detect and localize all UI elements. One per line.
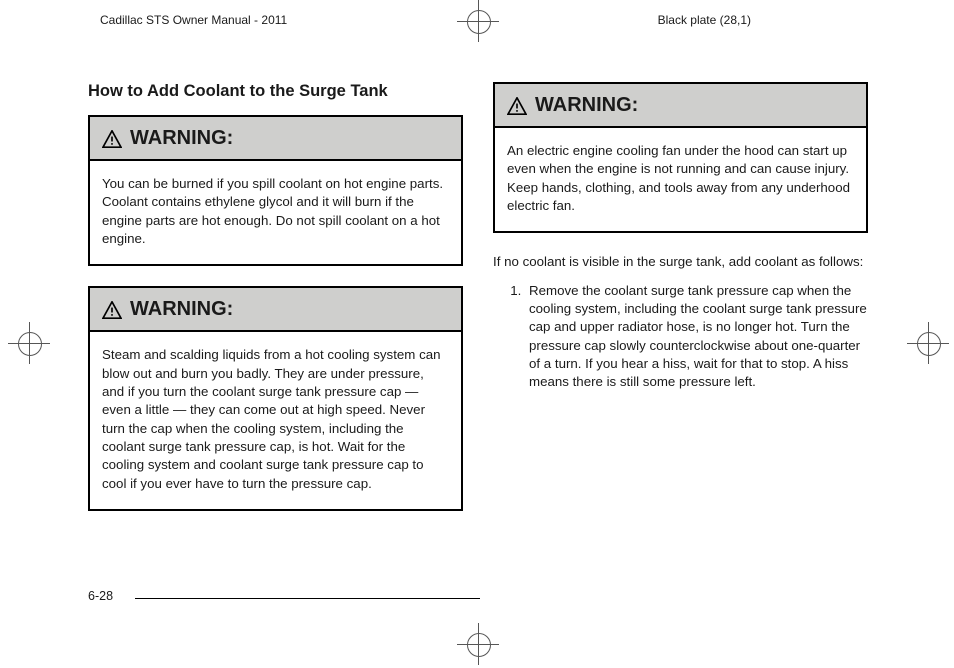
- left-column: How to Add Coolant to the Surge Tank WAR…: [88, 82, 463, 531]
- page-content: How to Add Coolant to the Surge Tank WAR…: [88, 82, 868, 531]
- plate-note: Black plate (28,1): [658, 13, 751, 27]
- page-number: 6-28: [88, 589, 113, 603]
- manual-title: Cadillac STS Owner Manual - 2011: [100, 13, 287, 27]
- warning-body: Steam and scalding liquids from a hot co…: [90, 332, 461, 509]
- warning-body: You can be burned if you spill coolant o…: [90, 161, 461, 264]
- intro-paragraph: If no coolant is visible in the surge ta…: [493, 253, 868, 271]
- crop-mark-line: [478, 623, 479, 665]
- right-column: WARNING: An electric engine cooling fan …: [493, 82, 868, 531]
- warning-header: WARNING:: [495, 84, 866, 128]
- crop-mark-line: [928, 322, 929, 364]
- warning-triangle-icon: [102, 130, 122, 148]
- crop-mark-line: [8, 343, 50, 344]
- crop-mark-left-icon: [18, 332, 42, 356]
- warning-triangle-icon: [102, 301, 122, 319]
- warning-label: WARNING:: [130, 127, 233, 150]
- section-title: How to Add Coolant to the Surge Tank: [88, 82, 463, 101]
- warning-box-3: WARNING: An electric engine cooling fan …: [493, 82, 868, 233]
- warning-header: WARNING:: [90, 288, 461, 332]
- crop-mark-bottom-icon: [467, 633, 491, 657]
- crop-mark-line: [907, 343, 949, 344]
- warning-box-2: WARNING: Steam and scalding liquids from…: [88, 286, 463, 511]
- print-header: Cadillac STS Owner Manual - 2011 Black p…: [0, 13, 954, 27]
- crop-mark-right-icon: [917, 332, 941, 356]
- list-item: Remove the coolant surge tank pressure c…: [525, 282, 868, 392]
- warning-label: WARNING:: [535, 94, 638, 117]
- crop-mark-line: [457, 644, 499, 645]
- procedure-list: Remove the coolant surge tank pressure c…: [493, 282, 868, 392]
- warning-body: An electric engine cooling fan under the…: [495, 128, 866, 231]
- warning-header: WARNING:: [90, 117, 461, 161]
- footer-rule: [135, 598, 480, 599]
- crop-mark-line: [29, 322, 30, 364]
- warning-triangle-icon: [507, 97, 527, 115]
- warning-label: WARNING:: [130, 298, 233, 321]
- warning-box-1: WARNING: You can be burned if you spill …: [88, 115, 463, 266]
- two-column-layout: How to Add Coolant to the Surge Tank WAR…: [88, 82, 868, 531]
